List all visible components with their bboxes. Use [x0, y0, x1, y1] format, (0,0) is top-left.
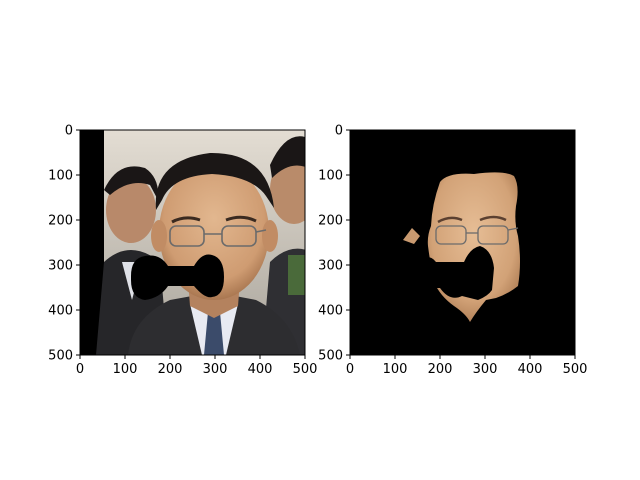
right-x-tick-label: 200 [428, 362, 453, 377]
right-x-tick-label: 400 [518, 362, 543, 377]
right-axes-frame [349, 129, 576, 356]
segmented-skin-fragment [403, 228, 420, 244]
left-axes-frame [79, 129, 306, 356]
left-photo [80, 130, 305, 355]
left-x-tick-label: 100 [113, 362, 138, 377]
left-y-tick-label: 100 [48, 169, 73, 184]
right-x-tick-label: 500 [563, 362, 588, 377]
right-x-tick-label: 0 [346, 362, 354, 377]
right-y-tick-label: 500 [318, 349, 343, 364]
right-occluder-mask [409, 246, 494, 300]
left-y-tick-label: 0 [65, 124, 73, 139]
left-y-tick-label: 500 [48, 349, 73, 364]
left-occluder-mask [131, 254, 224, 300]
right-y-tick-label: 100 [318, 169, 343, 184]
main-man-glasses [169, 225, 267, 247]
left-x-tick-label: 500 [293, 362, 318, 377]
right-y-tick-label: 400 [318, 304, 343, 319]
left-y-tick-label: 300 [48, 259, 73, 274]
right-segmentation-image [350, 130, 575, 355]
main-man-hair [155, 152, 274, 210]
right-y-tick-label: 200 [318, 214, 343, 229]
left-x-tick-label: 200 [158, 362, 183, 377]
right-y-tick-label: 0 [335, 124, 343, 139]
left-y-tick-label: 200 [48, 214, 73, 229]
left-y-tick-label: 400 [48, 304, 73, 319]
bg-man-right-head [270, 156, 305, 224]
left-x-tick-label: 400 [248, 362, 273, 377]
right-x-tick-label: 300 [473, 362, 498, 377]
left-x-tick-label: 300 [203, 362, 228, 377]
left-x-tick-label: 0 [76, 362, 84, 377]
bg-man-left-head [106, 177, 156, 243]
right-y-tick-label: 300 [318, 259, 343, 274]
main-man-tie [204, 312, 224, 355]
right-x-tick-label: 100 [383, 362, 408, 377]
